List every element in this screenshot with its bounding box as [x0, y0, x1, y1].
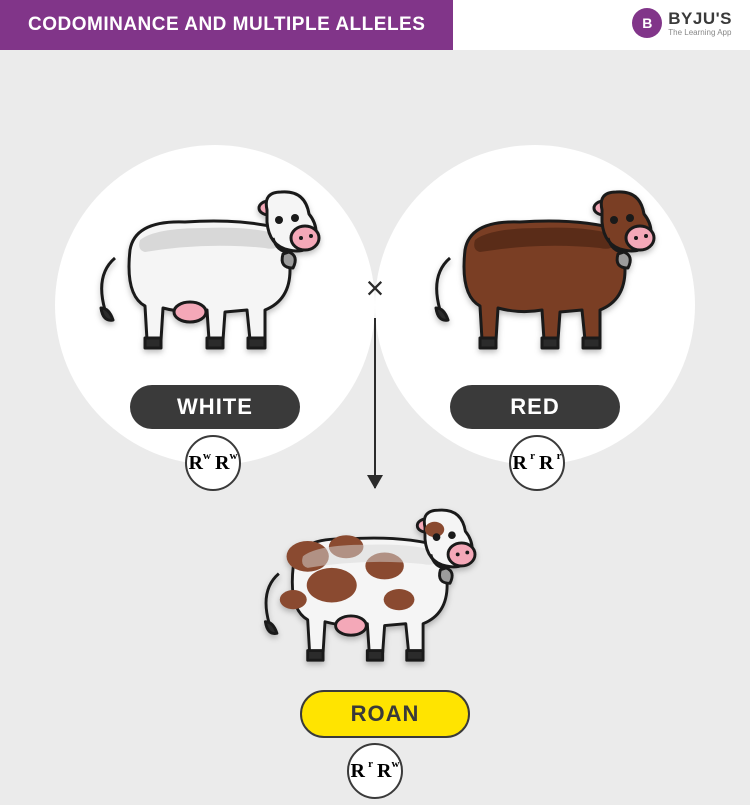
label-red: RED [450, 385, 620, 429]
parent-right-cow [410, 175, 690, 375]
cross-symbol: × [366, 270, 385, 307]
brand-logo-icon: B [632, 8, 662, 38]
offspring-cow [245, 490, 505, 690]
label-white: WHITE [130, 385, 300, 429]
parent-left-cow [75, 175, 355, 375]
brand-name: BYJU'S [668, 10, 732, 27]
page-title: CODOMINANCE AND MULTIPLE ALLELES [0, 0, 453, 50]
header-bar: CODOMINANCE AND MULTIPLE ALLELES B BYJU'… [0, 0, 750, 50]
brand-block: B BYJU'S The Learning App [632, 8, 732, 38]
genotype-left: RwRw [185, 435, 241, 491]
brand-text: BYJU'S The Learning App [668, 10, 732, 37]
label-roan: ROAN [300, 690, 470, 738]
genotype-right: RrRr [509, 435, 565, 491]
cow-roan-illustration [265, 510, 475, 660]
cow-white-illustration [101, 192, 319, 348]
arrow-down-icon [374, 318, 376, 488]
brand-subtitle: The Learning App [668, 29, 732, 37]
cow-red-illustration [436, 192, 654, 348]
genotype-offspring: RrRw [347, 743, 403, 799]
diagram-canvas: × [0, 50, 750, 805]
